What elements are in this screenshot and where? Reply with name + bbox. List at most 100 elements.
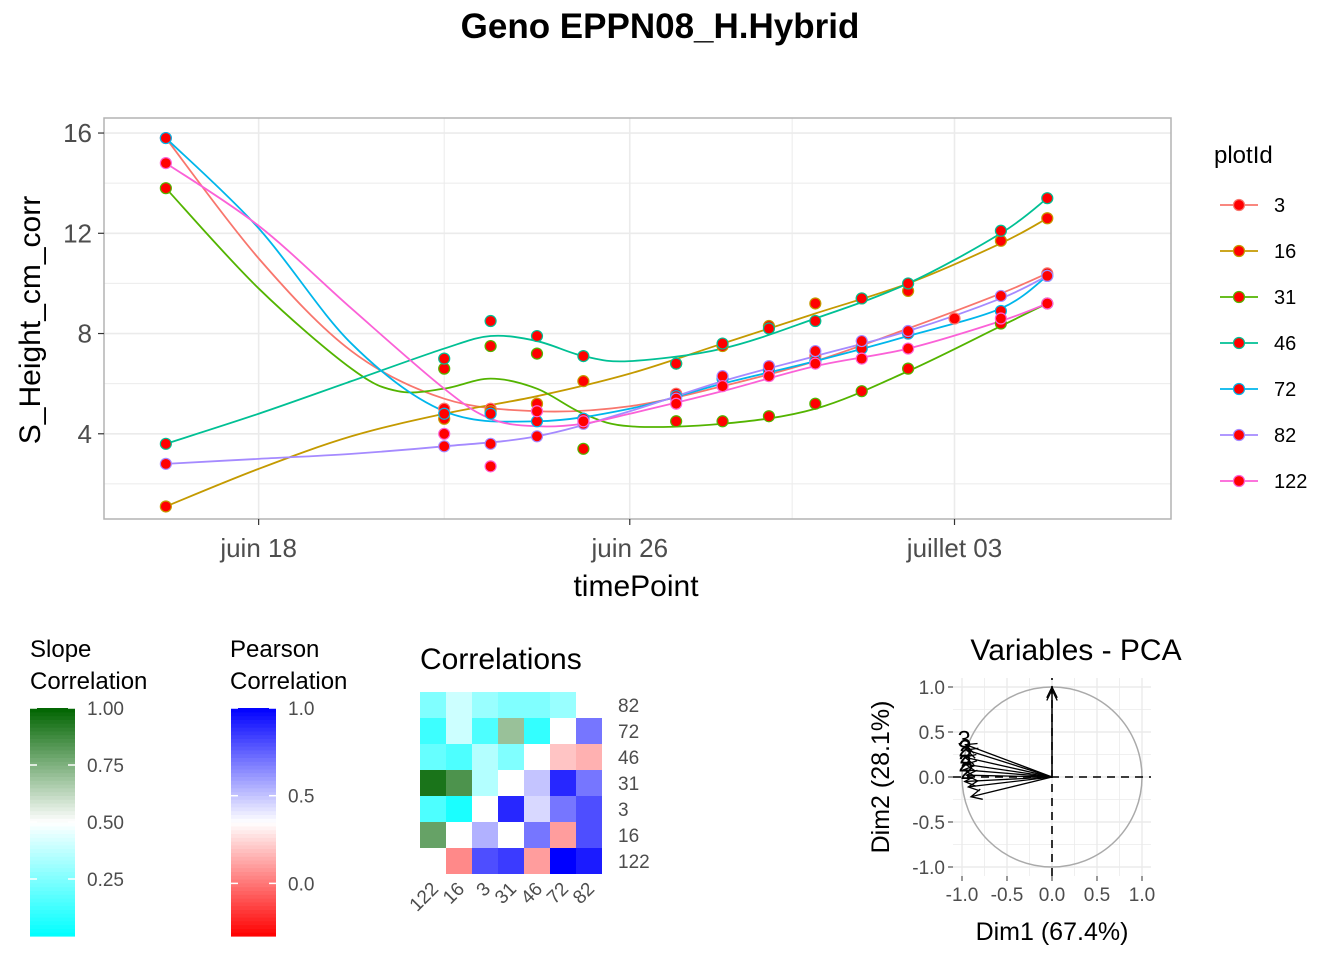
heatmap-cell [550,770,576,796]
heatmap-column-label: 16 [439,879,469,909]
series-point-46 [809,314,822,328]
pca-variable-label: 2 [958,735,971,762]
pca-ticks: -1.0-1.0 -0.5 -0.5 0.0 0.0 0.5 0.5 1.0 1.0 [912,678,1155,906]
pca-arrow-head [965,769,978,782]
heatmap-cell [524,796,550,822]
main-y-tick-label: 8 [78,319,92,349]
heatmap-column-label: 3 [473,879,495,901]
slope-colorbar-segment [30,898,75,903]
heatmap-cell [498,848,524,874]
pearson-colorbar-segment [231,810,276,815]
series-point-31 [577,442,590,455]
heatmap-cell [446,718,472,744]
series-point-122 [670,397,683,410]
height-timeseries-chart: 4 8 12 16 juin 18 juin 26 juillet 03 timePoin… [14,117,1172,603]
pca-arrow-head [1046,688,1058,701]
heatmap-cell [420,692,446,718]
heatmap-cell [446,848,472,874]
heatmap-cell [472,744,498,770]
pca-arrow [965,763,1053,778]
pca-x-tick-label: 1.0 [1129,885,1155,906]
main-y-ticks: 4 8 12 16 [63,118,104,449]
pca-y-tick-label: -1.0 [912,858,945,879]
plotid-legend-title: plotId [1214,142,1273,169]
slope-colorbar-segment [30,879,75,884]
slope-colorbar-segment [30,917,75,922]
pca-arrow [970,776,1053,798]
series-point-31 [716,415,729,428]
heatmap-row-labels: 82 72 46 31 3 16 122 [618,696,650,873]
chart-title: Geno EPPN08_H.Hybrid [461,7,860,46]
series-point-46 [994,224,1007,237]
slope-colorbar-segment [30,825,75,831]
pca-x-tick-label: 0.0 [1039,885,1065,906]
slope-colorbar-segment [30,746,75,751]
pearson-colorbar-segment [231,772,276,777]
main-x-ticks: juin 18 juin 26 juillet 03 [219,519,1002,563]
series-point-122 [530,405,544,418]
pca-arrow [964,776,1053,783]
series-point-82 [530,430,544,443]
series-point-16 [159,500,172,513]
heatmap-cell [420,744,446,770]
series-point-46 [159,437,172,450]
pca-variable-label: 3 [958,726,971,753]
heatmap-cell [576,822,602,848]
heatmap-cell [420,718,446,744]
slope-colorbar-segment [30,806,75,812]
pearson-colorbar-segment [231,723,276,728]
main-y-axis-title: S_Height_cm_corr [14,196,47,444]
pearson-colorbar-segment [231,841,276,846]
heatmap-cell [524,822,550,848]
slope-colorbar-segment [30,871,75,876]
pearson-colorbar-segment [231,890,276,895]
pearson-colorbar: 0.0 0.5 1.0 [231,699,314,937]
series-point-31 [438,362,451,375]
heatmap-cell [524,770,550,796]
pearson-colorbar-segment [231,829,276,834]
pearson-colorbar-segment [231,746,276,751]
series-point-46 [670,357,683,370]
series-point-31 [159,182,172,195]
pca-arrow-head [964,760,978,772]
series-point-16 [1041,212,1054,225]
slope-colorbar-segment [30,886,75,891]
slope-colorbar-segment [30,829,75,834]
pearson-colorbar-segment [231,749,276,755]
slope-legend-title-line1: Slope [30,636,91,663]
heatmap-cell [524,718,550,744]
pca-y-tick-label: 0.5 [919,723,945,744]
slope-colorbar-segment [30,799,75,804]
pearson-colorbar-segment [231,803,276,808]
slope-colorbar-segment [30,803,75,808]
heatmap-cell [472,718,498,744]
pearson-colorbar-segment [231,711,276,717]
main-y-tick-label: 12 [63,218,92,248]
heatmap-cell [446,692,472,718]
legend-key-point-72 [1232,382,1246,396]
pearson-colorbar-segment [231,905,276,910]
slope-colorbar-segment [30,905,75,910]
series-point-122 [762,370,776,383]
heatmap-cell [576,770,602,796]
heatmap-cell [524,692,550,718]
slope-colorbar-segment [30,776,75,781]
series-point-82 [762,360,776,373]
pearson-colorbar-segment [231,814,276,819]
slope-colorbar-segment [30,860,75,865]
slope-colorbar-segment [30,749,75,755]
pearson-colorbar-segment [231,780,276,785]
pearson-colorbar-segment [231,917,276,922]
series-point-31 [855,385,868,398]
legend-label-82: 82 [1274,425,1296,447]
pca-arrow-head [969,788,983,800]
pca-title: Variables - PCA [970,634,1181,667]
series-point-31 [484,339,497,353]
pearson-colorbar-segment [231,928,276,933]
pca-arrow-head [966,779,980,792]
heatmap-cell [498,692,524,718]
pearson-colorbar-tick-label: 1.0 [288,699,314,720]
pearson-colorbar-segment [231,898,276,903]
heatmap-row-label: 46 [618,748,639,769]
